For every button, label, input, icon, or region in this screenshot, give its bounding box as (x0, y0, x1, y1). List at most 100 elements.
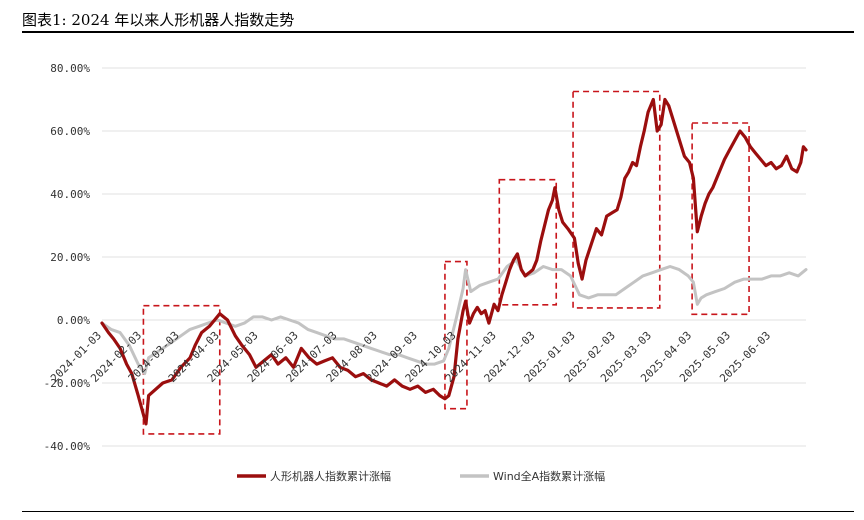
data-point (687, 275, 689, 277)
data-point (509, 269, 511, 271)
data-point (611, 212, 613, 214)
data-point (145, 423, 147, 425)
data-point (797, 275, 799, 277)
data-point (770, 161, 772, 164)
data-point (744, 136, 746, 138)
data-point (734, 281, 736, 283)
data-point (669, 265, 671, 268)
data-point (573, 237, 576, 239)
highlight-box (498, 178, 558, 306)
data-point (590, 243, 592, 245)
data-point (397, 354, 399, 356)
data-point (180, 335, 182, 337)
data-point (456, 316, 458, 318)
data-point (739, 130, 741, 132)
data-point (457, 338, 459, 340)
data-point (577, 262, 579, 264)
data-point (479, 284, 481, 286)
data-point (647, 111, 649, 113)
data-point (148, 395, 150, 397)
data-point (439, 395, 441, 397)
data-point (635, 165, 638, 167)
data-point (194, 344, 196, 346)
data-point (470, 291, 472, 293)
data-point (300, 347, 302, 349)
data-point (226, 319, 229, 321)
data-point (263, 360, 265, 362)
data-point (214, 319, 216, 321)
highlight-box (691, 122, 750, 316)
data-point (642, 275, 644, 277)
y-tick-label: -20.00% (44, 377, 91, 390)
data-point (334, 338, 336, 340)
data-point (424, 363, 427, 365)
data-point (520, 269, 522, 271)
data-point (472, 313, 474, 315)
data-point (780, 165, 783, 167)
data-point (189, 357, 191, 359)
data-point (417, 385, 419, 387)
data-point (643, 130, 645, 132)
data-point (307, 328, 309, 330)
data-point (800, 161, 802, 164)
data-point (551, 269, 554, 271)
data-point (578, 294, 581, 296)
data-point (289, 319, 291, 321)
data-point (515, 259, 517, 261)
data-point (532, 269, 534, 271)
data-point (434, 363, 436, 365)
data-point (770, 275, 772, 277)
data-point (620, 196, 622, 198)
data-point (270, 354, 273, 356)
data-point (225, 322, 227, 324)
data-point (497, 310, 499, 312)
data-point (207, 322, 209, 324)
data-point (708, 193, 710, 195)
data-point (516, 253, 519, 255)
data-point (406, 357, 408, 359)
data-point (729, 149, 731, 151)
data-point (692, 177, 695, 179)
data-point (700, 215, 702, 217)
data-point (540, 240, 542, 242)
data-point (255, 366, 257, 368)
data-point (805, 149, 807, 151)
data-point (688, 161, 691, 164)
data-point (415, 360, 418, 362)
data-point (569, 275, 572, 277)
data-point (505, 281, 507, 283)
data-point (734, 139, 736, 141)
data-point (347, 369, 349, 371)
data-point (476, 306, 478, 308)
data-point (113, 338, 115, 340)
data-point (700, 297, 702, 299)
bottom-rule (22, 511, 854, 512)
data-point (624, 177, 626, 179)
data-point (633, 281, 635, 283)
data-point (162, 382, 164, 384)
data-point (760, 158, 762, 160)
data-point (656, 130, 658, 132)
data-point (453, 376, 455, 378)
data-point (660, 269, 662, 271)
data-point (270, 319, 273, 321)
data-point (488, 322, 490, 324)
data-point (720, 168, 722, 170)
data-point (567, 228, 569, 230)
data-point (606, 294, 608, 296)
data-point (219, 313, 221, 315)
data-point (180, 366, 182, 368)
data-point (243, 322, 245, 324)
data-point (128, 344, 130, 346)
data-point (595, 228, 598, 230)
data-point (110, 328, 112, 330)
data-point (752, 278, 754, 280)
data-point (536, 259, 538, 261)
data-point (558, 209, 560, 211)
y-tick-label: 80.00% (50, 62, 90, 75)
data-point (533, 272, 535, 274)
data-point (468, 322, 471, 324)
data-point (712, 187, 714, 189)
figure-header: 图表1: 2024 年以来人形机器人指数走势 (22, 4, 854, 33)
